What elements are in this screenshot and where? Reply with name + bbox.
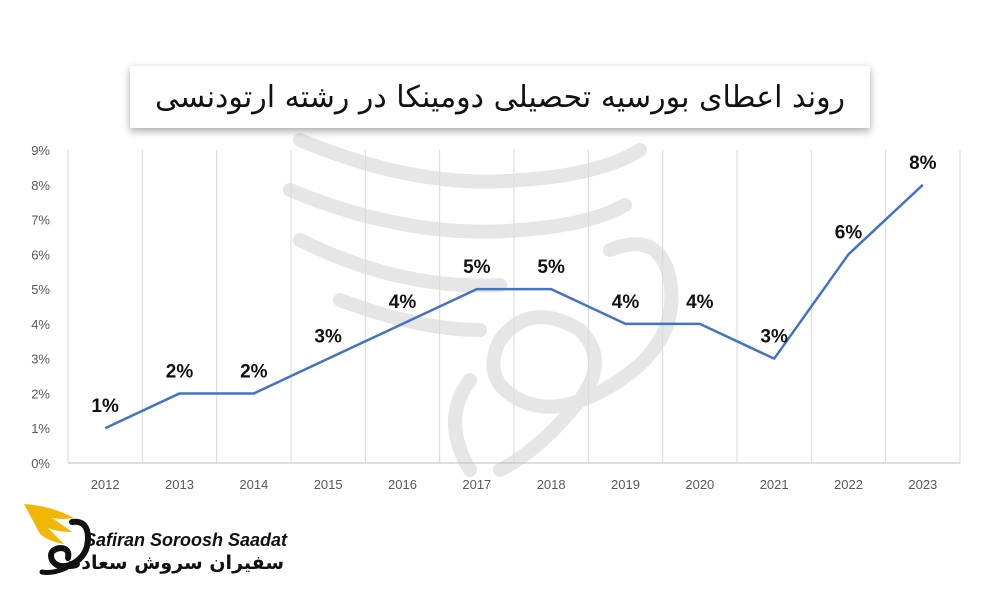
chart-title: روند اعطای بورسیه تحصیلی دومینکا در رشته… <box>154 79 846 115</box>
y-tick-label: 6% <box>31 247 50 262</box>
x-tick-label: 2013 <box>165 477 194 492</box>
series-line <box>104 183 924 430</box>
logo-text-persian: سفیران سروش سعادت <box>62 552 284 574</box>
data-label: 3% <box>760 327 788 348</box>
x-tick-label: 2015 <box>314 477 343 492</box>
y-axis-ticks: 0% 1% 2% 3% 4% 5% 6% 7% 8% 9% <box>31 143 50 471</box>
logo-text-english: Safiran Soroosh Saadat <box>84 530 288 550</box>
x-tick-label: 2020 <box>685 477 714 492</box>
y-tick-label: 3% <box>31 352 50 367</box>
data-label: 4% <box>612 292 640 313</box>
data-label: 4% <box>389 292 417 313</box>
y-tick-label: 7% <box>31 213 50 228</box>
data-label: 5% <box>463 257 491 278</box>
x-tick-label: 2012 <box>91 477 120 492</box>
y-tick-label: 0% <box>31 456 50 471</box>
data-label: 5% <box>537 257 565 278</box>
data-label: 8% <box>909 153 937 174</box>
x-tick-label: 2014 <box>239 477 268 492</box>
data-label: 2% <box>166 361 194 382</box>
data-label: 6% <box>835 222 863 243</box>
x-tick-label: 2016 <box>388 477 417 492</box>
y-tick-label: 5% <box>31 282 50 297</box>
y-tick-label: 9% <box>31 143 50 158</box>
x-axis-ticks: 2012 2013 2014 2015 2016 2017 2018 2019 2020 2021… <box>91 477 938 492</box>
x-tick-label: 2017 <box>462 477 491 492</box>
data-label: 3% <box>314 327 342 348</box>
data-label: 1% <box>91 396 119 417</box>
brand-logo: Safiran Soroosh Saadat سفیران سروش سعادت <box>22 498 292 580</box>
x-tick-label: 2022 <box>834 477 863 492</box>
x-tick-label: 2023 <box>908 477 937 492</box>
y-tick-label: 1% <box>31 421 50 436</box>
x-tick-label: 2019 <box>611 477 640 492</box>
data-label: 2% <box>240 361 268 382</box>
series-group <box>104 183 924 430</box>
y-tick-label: 4% <box>31 317 50 332</box>
chart-title-box: روند اعطای بورسیه تحصیلی دومینکا در رشته… <box>130 66 870 128</box>
winged-swan-logo-icon <box>24 504 92 575</box>
x-tick-label: 2018 <box>537 477 566 492</box>
y-tick-label: 2% <box>31 386 50 401</box>
data-label: 4% <box>686 292 714 313</box>
data-labels: 1% 2% 2% 3% 4% 5% 5% 4% 4% 3% 6% 8% <box>91 153 936 417</box>
y-tick-label: 8% <box>31 178 50 193</box>
x-tick-label: 2021 <box>760 477 789 492</box>
grid-lines <box>67 150 961 464</box>
